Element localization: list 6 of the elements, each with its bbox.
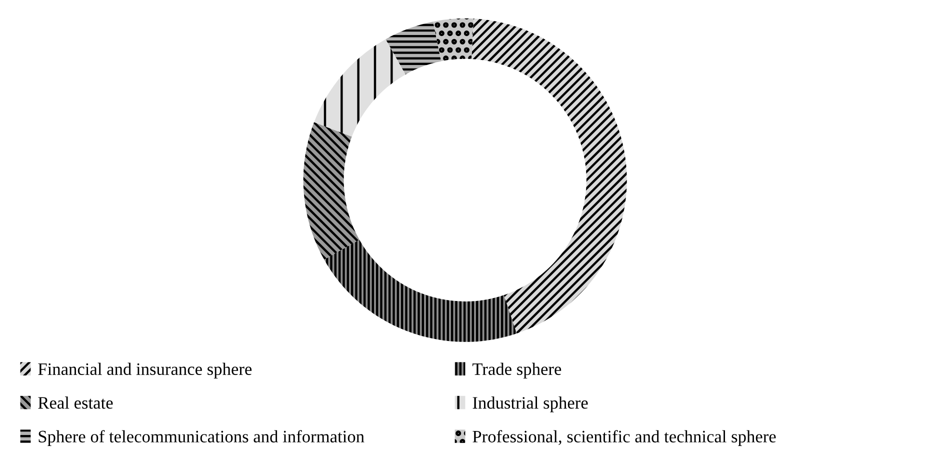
legend-label: Trade sphere bbox=[472, 362, 562, 379]
legend-label: Professional, scientific and technical sphere bbox=[472, 430, 776, 446]
legend-label: Sphere of telecommunications and information bbox=[38, 430, 364, 446]
legend-label: Financial and insurance sphere bbox=[38, 362, 252, 379]
legend-label: Real estate bbox=[38, 396, 113, 409]
legend-label: Industrial sphere bbox=[472, 396, 588, 412]
